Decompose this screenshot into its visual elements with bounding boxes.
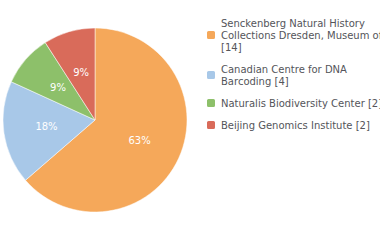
svg-text:18%: 18% — [35, 121, 57, 132]
svg-text:Barcoding [4]: Barcoding [4] — [221, 76, 289, 87]
svg-text:Beijing Genomics Institute [2]: Beijing Genomics Institute [2] — [221, 120, 370, 131]
svg-text:9%: 9% — [50, 82, 66, 93]
svg-text:Senckenberg Natural History: Senckenberg Natural History — [221, 18, 365, 29]
svg-text:[14]: [14] — [221, 42, 242, 53]
svg-text:63%: 63% — [128, 135, 150, 146]
svg-text:9%: 9% — [73, 67, 89, 78]
svg-text:Collections Dresden, Museum of: Collections Dresden, Museum of... — [221, 30, 380, 41]
svg-text:Naturalis Biodiversity Center: Naturalis Biodiversity Center [2] — [221, 98, 380, 109]
svg-text:Canadian Centre for DNA: Canadian Centre for DNA — [221, 64, 347, 75]
